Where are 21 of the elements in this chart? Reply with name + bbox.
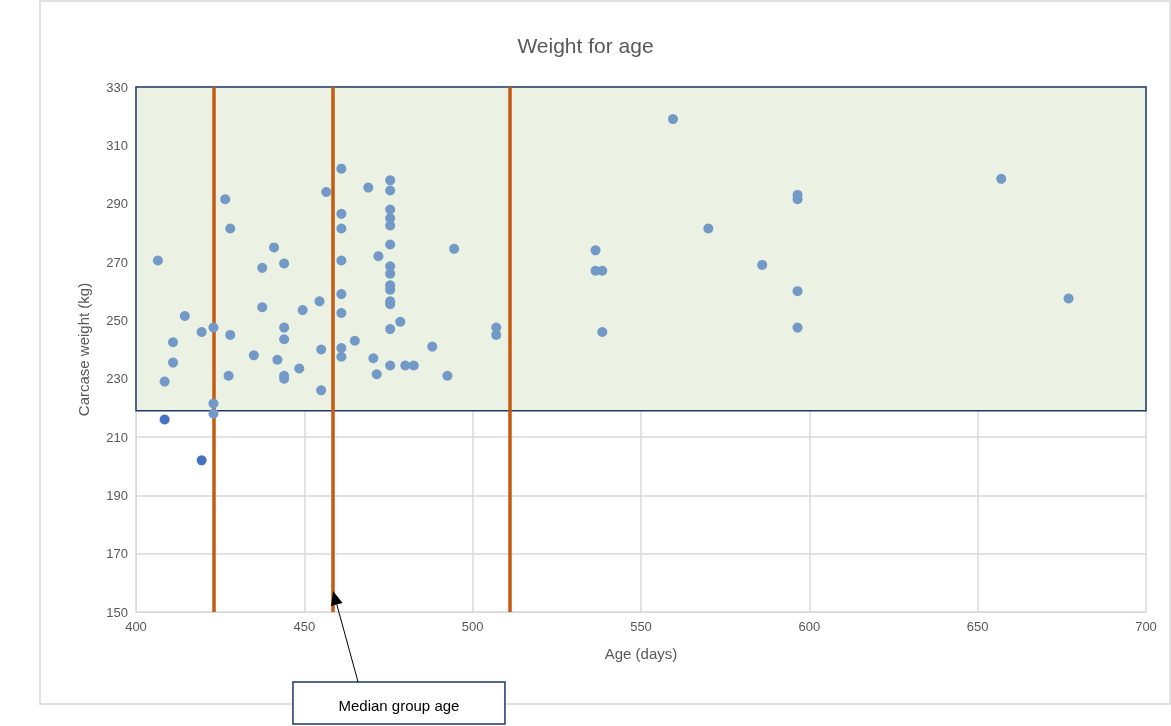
y-axis-title: Carcase weight (kg) (75, 282, 92, 417)
chart-title: Weight for age (517, 34, 654, 57)
y-tick-label: 150 (106, 604, 128, 620)
x-tick-label: 600 (798, 619, 821, 634)
x-axis-title: Age (days) (604, 645, 678, 662)
y-tick-label: 330 (106, 79, 128, 95)
ref-line-label: Median group age (338, 696, 460, 714)
y-tick-label: 270 (106, 254, 128, 270)
x-tick-label: 550 (630, 619, 652, 634)
y-tick-label: 310 (106, 137, 128, 153)
y-tick-label: 290 (106, 196, 128, 212)
x-tick-label: 400 (125, 619, 147, 634)
x-tick-label: 500 (461, 619, 484, 634)
y-tick-label: 250 (106, 312, 128, 328)
x-tick-label: 450 (293, 619, 316, 634)
y-tick-label: 170 (106, 546, 128, 562)
x-tick-label: 650 (966, 619, 989, 634)
y-tick-label: 190 (106, 487, 128, 503)
y-tick-label: 230 (106, 371, 128, 387)
x-tick-label: 700 (1135, 619, 1157, 634)
y-tick-label: 210 (106, 429, 128, 445)
